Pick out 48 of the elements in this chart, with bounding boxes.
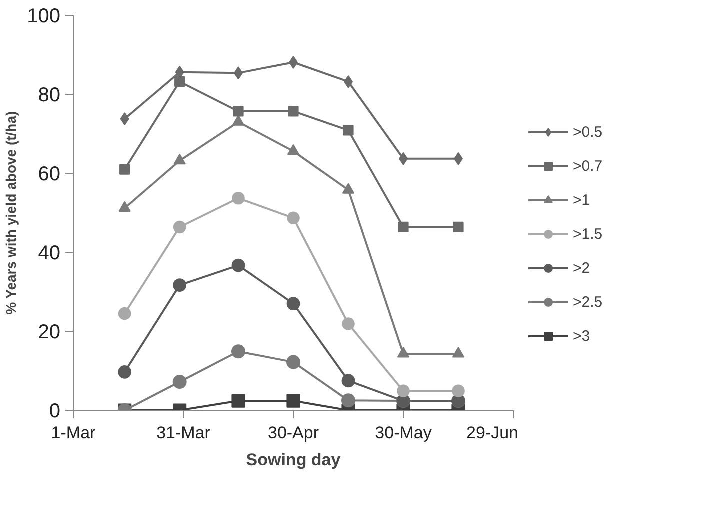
point: [120, 112, 130, 126]
point: [288, 106, 299, 117]
y-tick-label: 20: [38, 322, 61, 344]
x-tick-label: 31-Mar: [156, 424, 211, 442]
point: [453, 222, 464, 233]
y-tick-label: 40: [38, 242, 61, 264]
point: [397, 347, 410, 358]
point: [233, 106, 244, 117]
legend-label: >2.5: [573, 294, 603, 310]
x-tick-label: 1-Mar: [51, 424, 96, 442]
y-tick-label: 60: [38, 164, 61, 186]
point: [287, 212, 300, 225]
point: [232, 258, 246, 272]
point: [286, 394, 300, 408]
point: [342, 374, 356, 388]
y-tick-label: 0: [49, 400, 60, 422]
point: [173, 278, 187, 292]
point: [232, 344, 246, 359]
point: [232, 192, 245, 205]
point: [286, 297, 300, 311]
legend-label: >0.7: [573, 158, 603, 174]
point: [118, 365, 132, 379]
legend-label: >2: [573, 260, 592, 276]
point: [397, 384, 410, 398]
x-tick-label: 29-Jun: [466, 424, 519, 442]
legend-label: >1.5: [573, 226, 603, 242]
point: [342, 318, 355, 330]
legend-label: >1: [573, 192, 592, 208]
y-axis-title: % Years with yield above (t/ha): [3, 111, 20, 315]
point: [174, 76, 186, 88]
point: [452, 384, 465, 398]
x-tick-label: 30-May: [375, 424, 432, 442]
point: [118, 307, 132, 320]
x-tick-label: 30-Apr: [268, 424, 320, 442]
legend-label: >3: [573, 328, 592, 344]
x-axis-title: Sowing day: [246, 450, 342, 470]
point: [342, 394, 356, 408]
point: [232, 394, 246, 408]
y-tick-label: 100: [27, 6, 61, 28]
point: [286, 355, 300, 370]
point: [173, 220, 186, 234]
point: [343, 125, 354, 136]
legend-label: >0.5: [573, 124, 603, 140]
point: [172, 375, 187, 390]
point: [120, 164, 130, 175]
point: [398, 222, 409, 233]
y-tick-label: 80: [38, 84, 61, 106]
point: [452, 347, 465, 358]
